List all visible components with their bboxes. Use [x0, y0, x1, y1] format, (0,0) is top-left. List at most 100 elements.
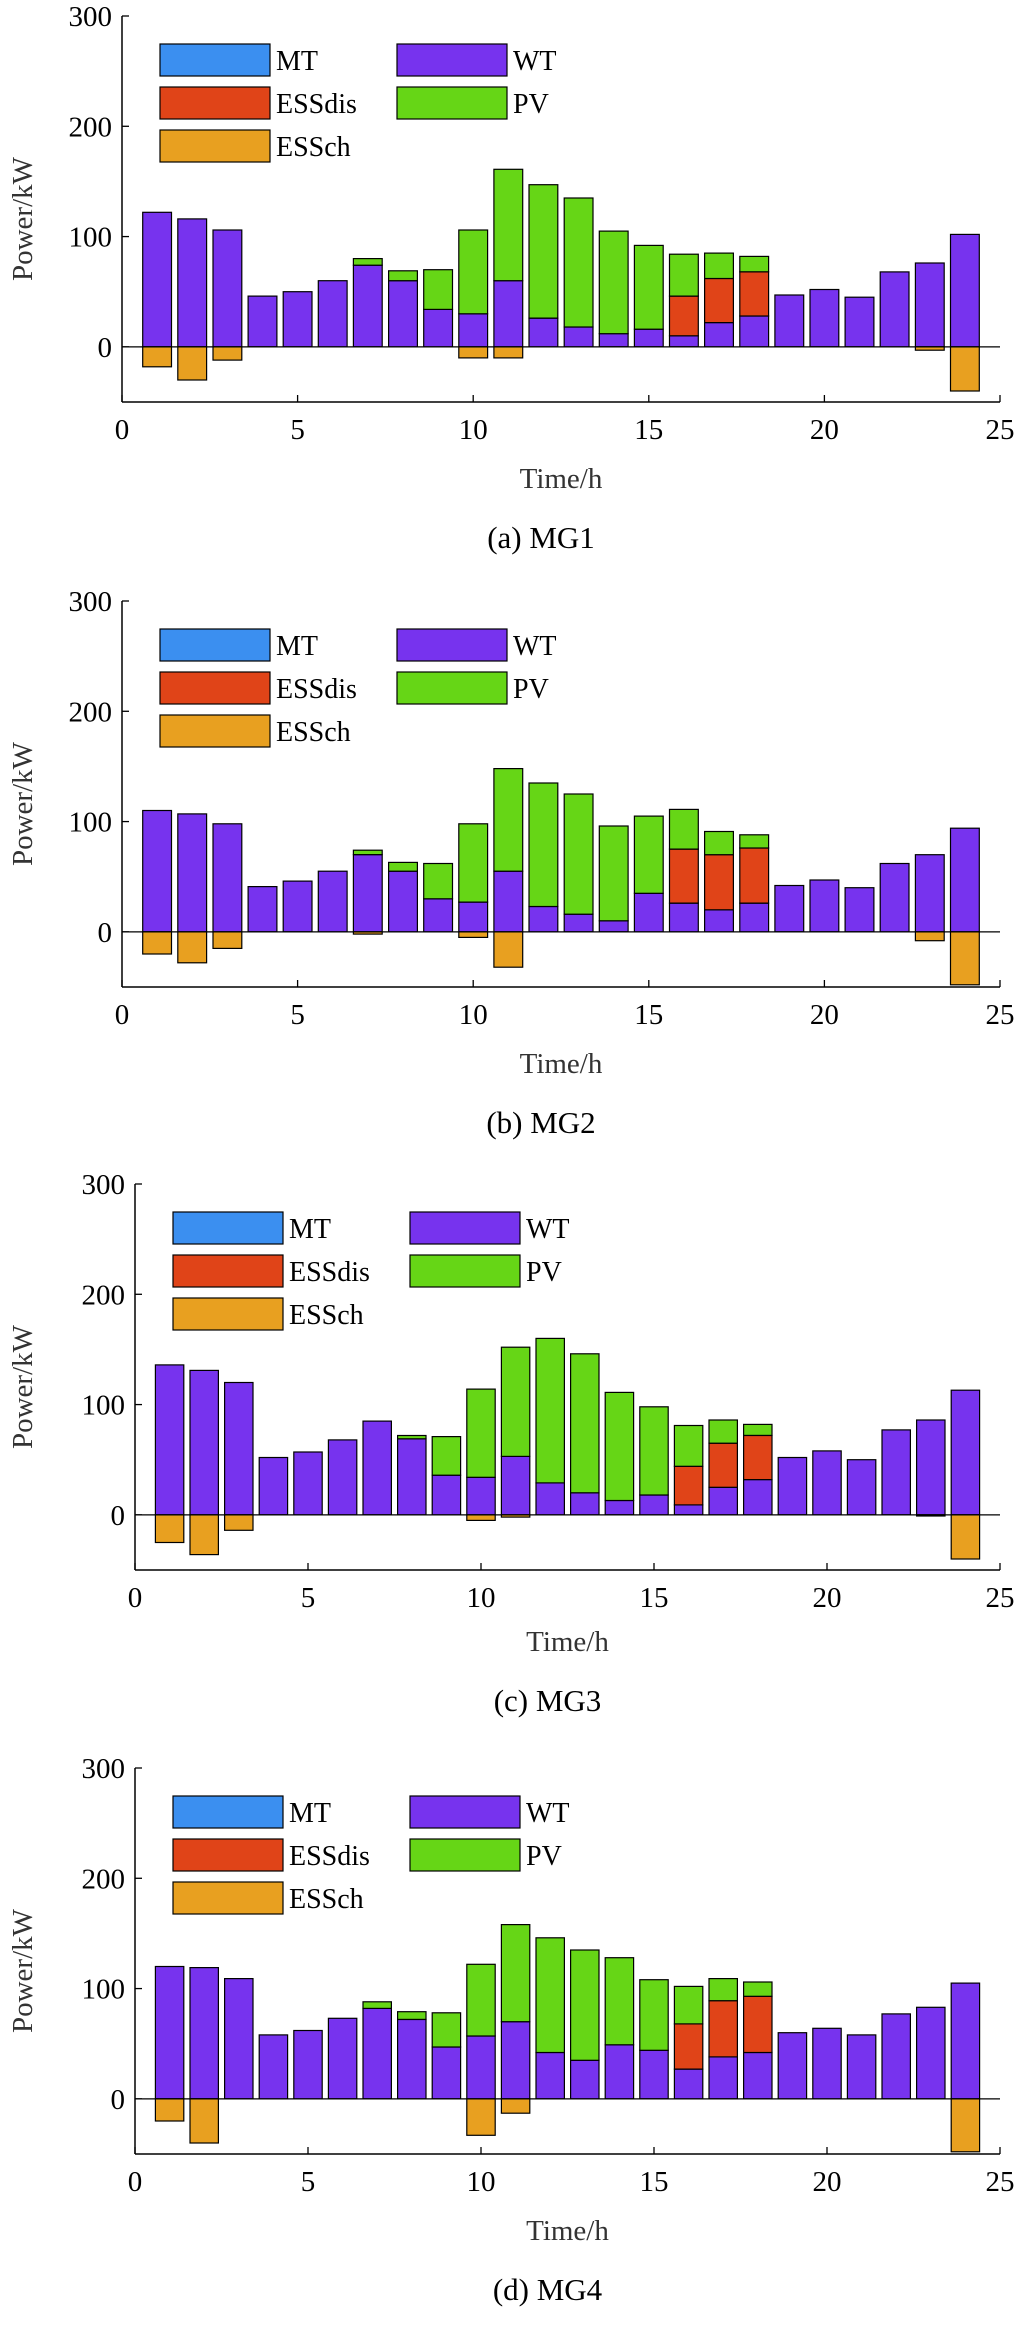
x-tick-label: 15 — [640, 2166, 669, 2198]
x-tick-label: 10 — [467, 1582, 496, 1614]
bar-essdis-t16 — [673, 2023, 704, 2070]
bar-essch-t10 — [466, 2098, 496, 2136]
bar-pv-t18 — [739, 255, 770, 273]
bar-wt-t24 — [949, 827, 980, 933]
y-tick-label: 100 — [82, 1390, 126, 1422]
legend-swatch-essch — [172, 1881, 284, 1915]
bar-essdis-t18 — [742, 1995, 773, 2054]
bar-wt-t5 — [293, 2029, 323, 2100]
bar-wt-t1 — [154, 1364, 185, 1516]
bar-wt-t11 — [493, 280, 524, 348]
legend-label-wt: WT — [513, 631, 557, 662]
bar-wt-t6 — [317, 870, 348, 933]
bar-wt-t11 — [500, 2021, 531, 2100]
bar-wt-t8 — [397, 1438, 427, 1516]
legend-swatch-wt — [396, 628, 508, 662]
legend-label-essdis: ESSdis — [276, 89, 357, 120]
bar-wt-t24 — [949, 233, 980, 348]
bar-wt-t23 — [915, 1419, 946, 1516]
x-tick-label: 10 — [467, 2166, 496, 2198]
y-tick-label: 0 — [98, 917, 113, 949]
bar-wt-t16 — [668, 335, 699, 348]
x-tick-label: 0 — [128, 1582, 143, 1614]
x-tick-label: 25 — [986, 414, 1014, 446]
chart-caption: (c) MG3 — [494, 1683, 602, 1718]
bar-wt-t6 — [317, 280, 348, 348]
bar-wt-t16 — [668, 902, 699, 933]
bar-wt-t15 — [633, 892, 664, 933]
bar-wt-t23 — [914, 854, 945, 933]
chart-caption: (b) MG2 — [486, 1105, 595, 1140]
bar-essch-t1 — [154, 2098, 185, 2122]
legend-label-mt: MT — [289, 1214, 331, 1245]
legend-swatch-pv — [409, 1254, 521, 1288]
bar-pv-t7 — [352, 849, 383, 856]
bar-pv-t14 — [604, 1957, 635, 2046]
bar-wt-t3 — [212, 229, 243, 348]
x-tick-label: 25 — [986, 1582, 1014, 1614]
y-tick-label: 200 — [69, 696, 113, 728]
legend-label-essch: ESSch — [289, 1300, 364, 1331]
y-tick-label: 200 — [69, 111, 113, 143]
bar-wt-t1 — [142, 809, 173, 933]
bars-group — [142, 768, 980, 986]
bar-pv-t17 — [703, 252, 734, 280]
bar-wt-t9 — [423, 308, 454, 348]
bar-wt-t5 — [282, 291, 313, 348]
legend-label-mt: MT — [289, 1798, 331, 1829]
x-tick-label: 20 — [813, 2166, 842, 2198]
y-tick-label: 200 — [82, 1279, 126, 1311]
bar-wt-t2 — [177, 218, 208, 348]
bar-essch-t24 — [949, 931, 980, 986]
x-tick-label: 20 — [813, 1582, 842, 1614]
bar-pv-t9 — [431, 1436, 462, 1476]
bar-wt-t13 — [569, 1492, 600, 1516]
x-axis-label: Time/h — [526, 2215, 609, 2247]
bar-wt-t20 — [812, 2027, 842, 2100]
y-tick-label: 300 — [69, 1, 113, 33]
bar-wt-t2 — [189, 1369, 219, 1516]
bar-pv-t15 — [633, 815, 664, 894]
bar-pv-t15 — [639, 1979, 669, 2051]
legend-label-essch: ESSch — [276, 717, 351, 748]
bar-wt-t4 — [247, 886, 278, 933]
bar-pv-t12 — [535, 1337, 565, 1484]
bars-group — [154, 1924, 981, 2153]
legend-swatch-pv — [409, 1838, 521, 1872]
bar-wt-t22 — [879, 271, 910, 348]
legend-swatch-mt — [172, 1795, 284, 1829]
legend-label-mt: MT — [276, 46, 318, 77]
x-tick-label: 25 — [986, 999, 1014, 1031]
bar-wt-t1 — [142, 211, 173, 348]
legend-swatch-wt — [409, 1211, 521, 1245]
chart-panel-mg4: 0 5 10 15 20 25 0 100 200 300 Time/h Power/kW (d) MG… — [0, 1752, 1014, 2327]
bar-essch-t2 — [177, 931, 208, 964]
bar-pv-t9 — [431, 2012, 462, 2048]
bar-wt-t15 — [639, 1494, 669, 1516]
bar-wt-t10 — [466, 2035, 496, 2100]
bar-essdis-t17 — [708, 1442, 738, 1488]
bar-wt-t17 — [708, 1486, 738, 1516]
bar-wt-t17 — [703, 322, 734, 348]
legend-swatch-essdis — [172, 1254, 284, 1288]
bar-wt-t14 — [604, 2044, 635, 2100]
legend-label-pv: PV — [526, 1257, 562, 1288]
bar-wt-t15 — [633, 328, 664, 348]
legend-swatch-essch — [159, 714, 271, 748]
legend-label-essdis: ESSdis — [289, 1257, 370, 1288]
legend-label-pv: PV — [526, 1841, 562, 1872]
legend-swatch-wt — [396, 43, 508, 77]
bar-wt-t9 — [423, 898, 454, 933]
bar-pv-t8 — [388, 861, 419, 872]
bar-pv-t8 — [397, 2011, 427, 2021]
bar-pv-t15 — [639, 1406, 669, 1496]
bars-group — [142, 168, 980, 392]
bar-essch-t24 — [949, 346, 980, 392]
legend-label-essch: ESSch — [289, 1884, 364, 1915]
bar-wt-t19 — [774, 884, 805, 933]
bar-pv-t14 — [604, 1391, 635, 1502]
y-tick-label: 0 — [111, 2084, 126, 2116]
bar-wt-t12 — [528, 317, 559, 348]
x-tick-label: 20 — [810, 999, 839, 1031]
bar-wt-t10 — [458, 901, 489, 933]
